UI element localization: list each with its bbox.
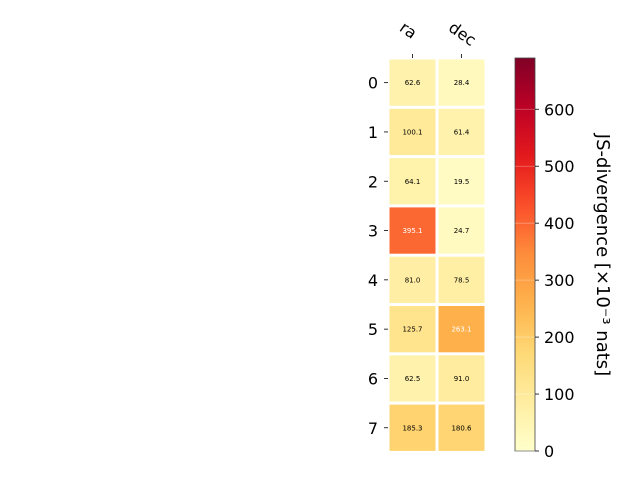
- cell-value-label: 185.3: [402, 424, 422, 432]
- colorbar-tick-label: 100: [544, 385, 575, 404]
- cell-value-label: 64.1: [405, 178, 421, 186]
- cell-value-label: 62.6: [405, 79, 421, 87]
- row-tick-label: 6: [368, 369, 378, 388]
- cell-value-label: 180.6: [451, 424, 472, 432]
- cell-value-label: 91.0: [454, 375, 470, 383]
- cell-value-label: 78.5: [454, 276, 470, 284]
- heatmap-cell: [438, 355, 485, 402]
- row-tick-label: 1: [368, 123, 378, 142]
- column-tick-label: dec: [445, 18, 479, 50]
- heatmap-cell: [389, 108, 436, 156]
- colorbar-tick-label: 300: [544, 271, 575, 290]
- heatmap-cell: [438, 207, 485, 254]
- cell-value-label: 28.4: [454, 79, 470, 87]
- heatmap-cell: [389, 207, 436, 254]
- cell-value-label: 125.7: [402, 326, 422, 334]
- heatmap-cell: [438, 158, 485, 205]
- colorbar-tick-label: 500: [544, 157, 575, 176]
- cell-value-label: 19.5: [454, 178, 470, 186]
- cell-value-label: 263.1: [451, 326, 471, 334]
- column-tick-labels: ra dec: [396, 18, 480, 58]
- row-tick-labels: 0 1 2 3 4 5 6 7: [368, 74, 388, 438]
- cell-value-label: 24.7: [454, 227, 470, 235]
- heatmap-cell: [389, 59, 436, 106]
- colorbar-tick-label: 400: [544, 214, 575, 233]
- heatmap-cell: [438, 59, 485, 106]
- heatmap-cell: [389, 404, 436, 451]
- heatmap-cell: [438, 256, 485, 303]
- heatmap-cell: [389, 306, 436, 353]
- heatmap-cell: [389, 158, 436, 205]
- colorbar-tick-label: 600: [544, 100, 575, 119]
- colorbar: 0 100 200 300 400 500 600: [514, 57, 575, 461]
- colorbar-tick-label: 0: [544, 442, 554, 461]
- cell-value-label: 62.5: [405, 375, 421, 383]
- cell-value-label: 100.1: [402, 128, 422, 136]
- heatmap-cell: [438, 108, 485, 156]
- cell-value-label: 395.1: [402, 227, 422, 235]
- row-tick-label: 0: [368, 74, 378, 93]
- row-tick-label: 4: [368, 271, 378, 290]
- column-tick-label: ra: [396, 18, 420, 43]
- heatmap-cells: 62.6 28.4 100.1 61.4 64.1 19.5 395.1 24.7 81.0 78…: [389, 59, 485, 451]
- row-tick-label: 2: [368, 172, 378, 191]
- heatmap-cell: [438, 404, 485, 451]
- cell-value-label: 81.0: [405, 276, 421, 284]
- colorbar-label: JS-divergence [×10⁻³ nats]: [592, 133, 613, 376]
- cell-value-label: 61.4: [454, 128, 470, 136]
- heatmap-cell: [389, 256, 436, 303]
- row-tick-label: 5: [368, 320, 378, 339]
- colorbar-tick-label: 200: [544, 328, 575, 347]
- row-tick-label: 7: [368, 419, 378, 438]
- colorbar-gradient: [514, 57, 536, 452]
- row-tick-label: 3: [368, 222, 378, 241]
- heatmap-cell: [438, 306, 485, 353]
- heatmap-cell: [389, 355, 436, 402]
